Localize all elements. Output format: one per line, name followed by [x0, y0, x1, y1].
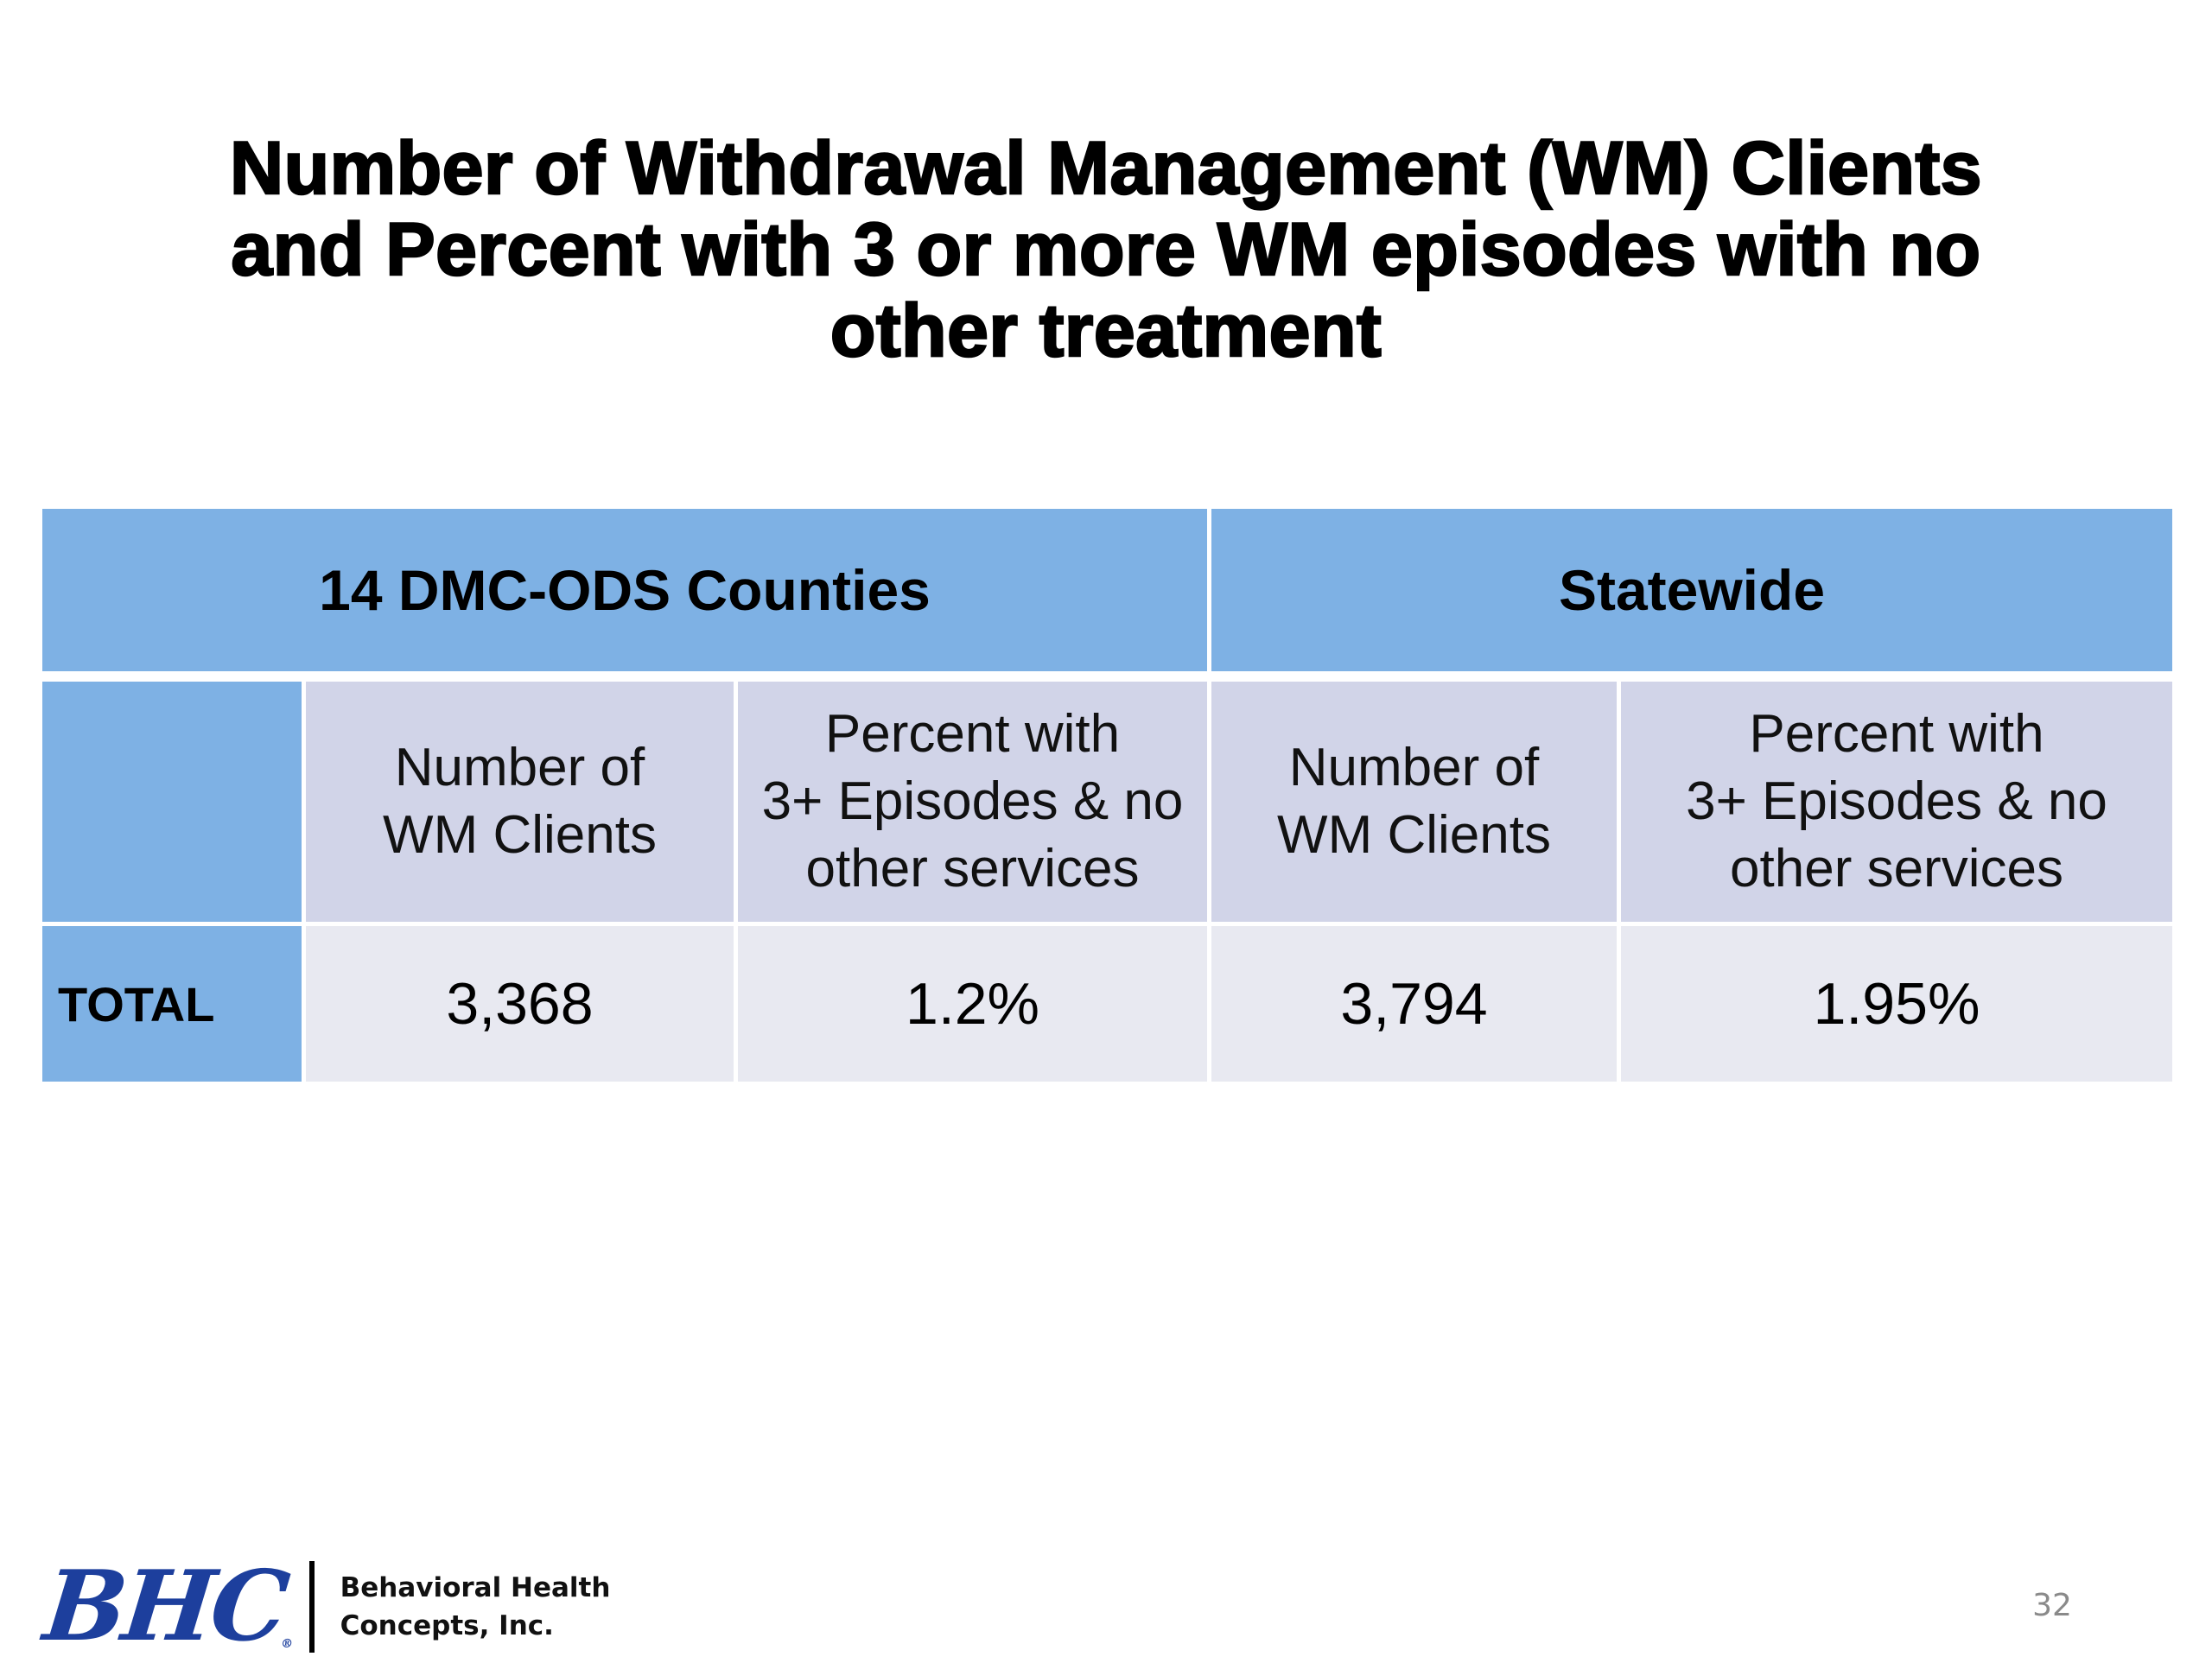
cell-dmc-clients: 3,368	[302, 922, 738, 1086]
column-header-dmc-percent: Percent with 3+ Episodes & no other serv…	[734, 674, 1211, 926]
title-line-1: Number of Withdrawal Management (WM) Cli…	[229, 127, 1983, 211]
logo-divider	[308, 1561, 315, 1653]
header-line: 3+ Episodes & no	[761, 771, 1184, 831]
corner-cell	[38, 674, 306, 926]
column-header-dmc-clients: Number of WM Clients	[302, 674, 738, 926]
header-line: Number of	[394, 738, 645, 797]
header-line: Percent with	[1749, 704, 2044, 764]
group-header-dmc-ods: 14 DMC-ODS Counties	[38, 505, 1211, 682]
table-row-total: TOTAL 3,368 1.2% 3,794 1.95%	[38, 922, 2177, 1086]
company-name: Behavioral Health Concepts, Inc.	[340, 1569, 611, 1645]
bhc-logo-mark: BHC ®	[39, 1550, 294, 1663]
column-header-row: Number of WM Clients Percent with 3+ Epi…	[38, 674, 2177, 926]
row-label-total: TOTAL	[38, 922, 306, 1086]
column-header-statewide-clients: Number of WM Clients	[1207, 674, 1621, 926]
title-line-2: and Percent with 3 or more WM episodes w…	[230, 208, 1981, 292]
wm-clients-table: 14 DMC-ODS Counties Statewide Number of …	[38, 505, 2177, 1086]
header-line: WM Clients	[1277, 805, 1551, 865]
slide-title: Number of Withdrawal Management (WM) Cli…	[112, 127, 2100, 373]
page-number: 32	[2032, 1588, 2072, 1623]
cell-dmc-percent: 1.2%	[734, 922, 1211, 1086]
header-line: 3+ Episodes & no	[1686, 771, 2107, 831]
group-header-row: 14 DMC-ODS Counties Statewide	[38, 505, 2177, 682]
company-name-line-2: Concepts, Inc.	[340, 1610, 554, 1641]
header-line: Number of	[1288, 738, 1540, 797]
bhc-logo-letters: BHC	[39, 1550, 291, 1663]
cell-statewide-clients: 3,794	[1207, 922, 1621, 1086]
header-line: WM Clients	[383, 805, 657, 865]
cell-statewide-percent: 1.95%	[1617, 922, 2177, 1086]
company-name-line-1: Behavioral Health	[340, 1572, 611, 1603]
column-header-statewide-percent: Percent with 3+ Episodes & no other serv…	[1617, 674, 2177, 926]
title-line-3: other treatment	[830, 289, 1382, 373]
bhc-logo: BHC ® Behavioral Health Concepts, Inc.	[39, 1550, 611, 1663]
group-header-statewide: Statewide	[1207, 505, 2177, 682]
registered-mark: ®	[280, 1637, 294, 1651]
header-line: other services	[1730, 839, 2063, 898]
header-line: other services	[805, 839, 1140, 898]
header-line: Percent with	[824, 704, 1121, 764]
